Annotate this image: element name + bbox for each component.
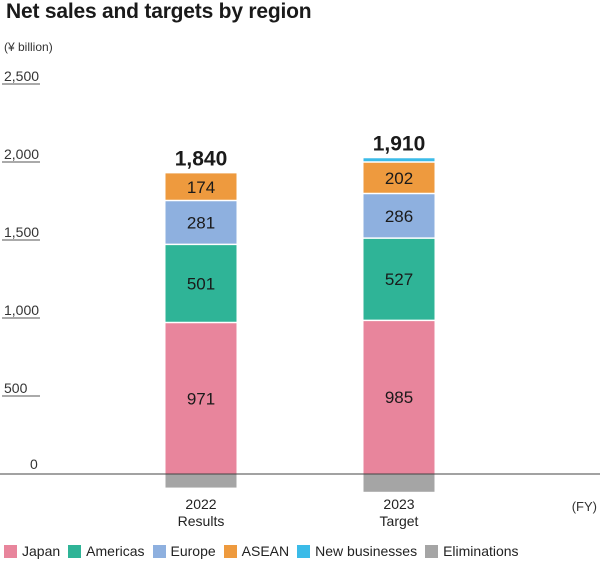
total-label: 1,910 bbox=[373, 132, 426, 155]
data-label: 281 bbox=[187, 213, 215, 232]
bar-segment-japan bbox=[165, 322, 237, 474]
legend-swatch bbox=[223, 544, 237, 558]
legend-label: Europe bbox=[170, 543, 216, 559]
stacked-bar-chart: 0 500 1,000 1,500 2,000 2,500 971 501 281 174 1,84… bbox=[0, 68, 600, 529]
x-axis-suffix: (FY) bbox=[572, 499, 597, 514]
x-category-year: 2023 bbox=[383, 496, 414, 512]
legend-label: Japan bbox=[22, 543, 61, 559]
data-label: 501 bbox=[187, 274, 215, 293]
bar-segment-japan bbox=[363, 320, 435, 474]
legend-swatch bbox=[152, 544, 166, 558]
legend-label: New businesses bbox=[315, 543, 418, 559]
data-label: 527 bbox=[385, 270, 413, 289]
bar-segment-asean bbox=[165, 173, 237, 201]
bar-segment-americas bbox=[165, 244, 237, 323]
y-tick-label: 500 bbox=[4, 380, 28, 396]
legend-swatch bbox=[425, 544, 439, 558]
bar-segment-eliminations bbox=[363, 474, 435, 492]
data-label: 985 bbox=[385, 388, 413, 407]
legend-swatch bbox=[297, 544, 311, 558]
bar-segment-asean bbox=[363, 162, 435, 194]
y-tick-label: 1,500 bbox=[4, 224, 39, 240]
x-category-year: 2022 bbox=[185, 496, 216, 512]
bar-segment-americas bbox=[363, 238, 435, 321]
data-label: 286 bbox=[385, 207, 413, 226]
legend-item-japan: Japan bbox=[4, 543, 60, 559]
total-label: 1,840 bbox=[175, 147, 228, 170]
legend-item-new-businesses: New businesses bbox=[297, 543, 417, 559]
legend-label: Eliminations bbox=[443, 543, 519, 559]
bar-segment-eliminations bbox=[165, 474, 237, 488]
y-tick-label: 0 bbox=[30, 456, 38, 472]
chart-title: Net sales and targets by region bbox=[6, 0, 312, 23]
x-category-label: Results bbox=[178, 513, 225, 529]
y-tick-label: 2,500 bbox=[4, 68, 39, 84]
y-axis-unit-label: (¥ billion) bbox=[4, 40, 53, 54]
legend-label: Americas bbox=[86, 543, 145, 559]
legend-label: ASEAN bbox=[241, 543, 290, 559]
legend-item-americas: Americas bbox=[68, 543, 145, 559]
x-category-label: Target bbox=[380, 513, 419, 529]
data-label: 202 bbox=[385, 169, 413, 188]
bar-segment-europe bbox=[165, 200, 237, 245]
legend-swatch bbox=[4, 544, 17, 558]
y-tick-label: 2,000 bbox=[4, 146, 39, 162]
data-label: 971 bbox=[187, 389, 215, 408]
bar-segment-new-businesses bbox=[363, 158, 435, 162]
bar-segment-europe bbox=[363, 193, 435, 239]
legend-item-eliminations: Eliminations bbox=[425, 543, 519, 559]
legend-item-europe: Europe bbox=[152, 543, 216, 559]
legend-swatch bbox=[68, 544, 82, 558]
chart-legend: Japan Americas Europe ASEAN New businesses El… bbox=[4, 540, 596, 562]
y-tick-label: 1,000 bbox=[4, 302, 39, 318]
data-label: 174 bbox=[187, 178, 215, 197]
legend-item-asean: ASEAN bbox=[223, 543, 290, 559]
